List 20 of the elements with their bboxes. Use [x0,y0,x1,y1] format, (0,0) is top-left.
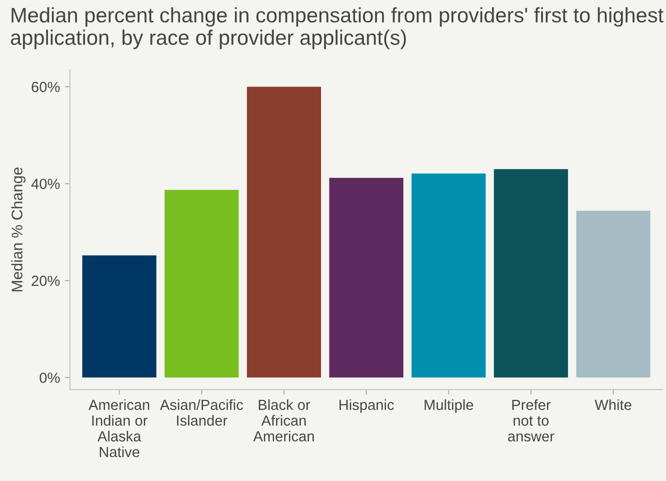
x-tick-label: Black or African American [253,399,314,442]
x-tick-label: American Indian or Alaska Native [88,399,150,458]
bar [82,255,156,378]
y-tick-label: 40% [31,178,60,190]
x-tick-label: Hispanic [340,399,394,413]
x-tick-label: Prefer not to answer [508,399,554,442]
y-tick-label: 20% [32,276,60,286]
y-axis-title: Median % Change [11,168,26,292]
chart-title: Median percent change in compensation from providers' first to highest application, by race of provider applicant(s) [10,7,664,50]
x-tick-label: Multiple [424,399,474,413]
y-tick-label: 0% [40,372,60,383]
bar [576,210,650,378]
x-tick-label: Asian/Pacific Islander [160,399,244,426]
y-tick-label: 60% [32,82,60,92]
bar [329,178,404,378]
x-tick-label: White [594,399,632,410]
bar [246,86,322,378]
bar [494,169,568,378]
bar [412,173,486,378]
bar [164,190,239,378]
